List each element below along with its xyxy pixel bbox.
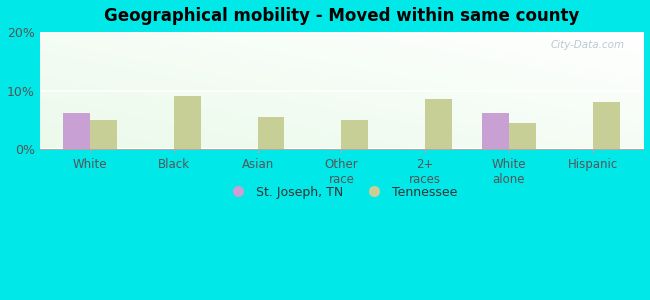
Bar bbox=[593, 102, 619, 149]
Bar bbox=[425, 99, 452, 149]
Bar bbox=[174, 97, 201, 149]
Bar bbox=[90, 120, 117, 149]
Bar bbox=[482, 113, 509, 149]
Title: Geographical mobility - Moved within same county: Geographical mobility - Moved within sam… bbox=[104, 7, 579, 25]
Bar bbox=[341, 120, 368, 149]
Text: City-Data.com: City-Data.com bbox=[551, 40, 625, 50]
Bar bbox=[63, 113, 90, 149]
Bar bbox=[509, 123, 536, 149]
Bar bbox=[257, 117, 285, 149]
Legend: St. Joseph, TN, Tennessee: St. Joseph, TN, Tennessee bbox=[221, 181, 462, 204]
